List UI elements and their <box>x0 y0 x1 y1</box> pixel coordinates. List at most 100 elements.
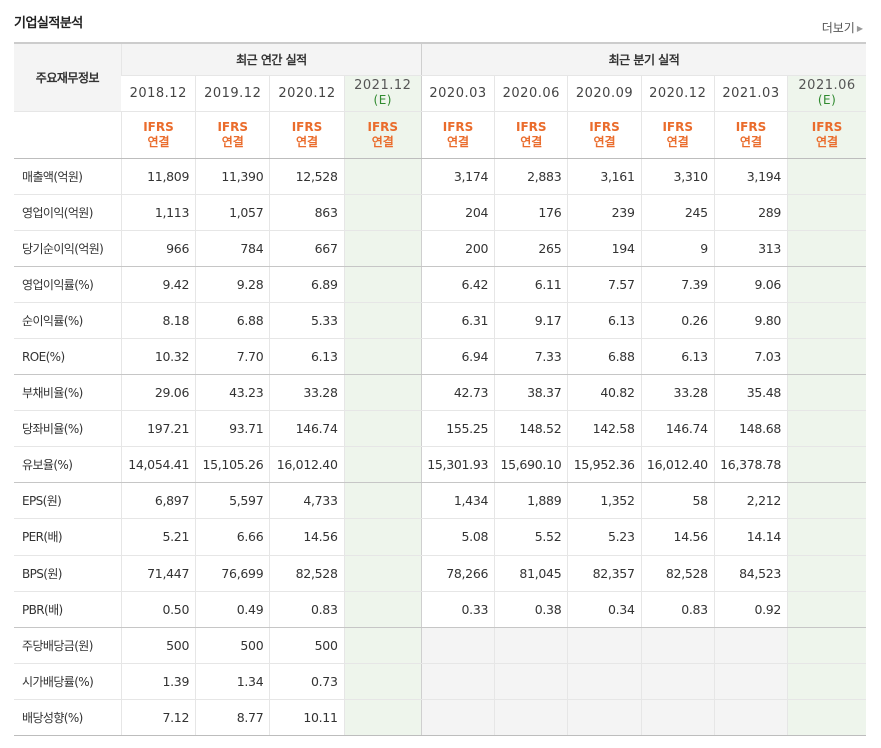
quarter-value-cell: 2,212 <box>713 482 788 520</box>
table-row: 매출액(억원) 11,809 11,390 12,528 3,174 2,883 3,161… <box>14 158 866 195</box>
basis-ifrs: IFRS <box>367 119 399 134</box>
quarter-value-cell <box>640 699 715 737</box>
annual-value-cell: 1.39 <box>120 663 196 700</box>
annual-value-cell <box>343 302 422 339</box>
table-row: PER(배) 5.21 6.66 14.56 5.08 5.52 5.23 14.56 14.1… <box>14 518 866 556</box>
accounting-basis: IFRS 연결 <box>195 111 270 159</box>
quarter-value-cell: 16,012.40 <box>640 446 715 484</box>
table-row: 당기순이익(억원) 966 784 667 200 265 194 9 313 <box>14 230 866 267</box>
annual-value-cell: 11,390 <box>195 158 270 195</box>
quarter-value-cell: 6.94 <box>420 338 495 376</box>
quarter-value-cell: 9 <box>640 230 715 267</box>
annual-value-cell <box>343 591 422 628</box>
period-label: 2020.09 <box>575 85 634 101</box>
quarter-value-cell <box>787 446 866 484</box>
annual-value-cell: 784 <box>195 230 270 267</box>
quarter-value-cell: 7.03 <box>713 338 788 376</box>
annual-value-cell: 7.70 <box>195 338 270 376</box>
accounting-basis: IFRS 연결 <box>343 111 422 159</box>
quarter-value-cell: 176 <box>494 194 568 231</box>
row-label-header: 주요재무정보 <box>14 42 122 112</box>
annual-value-cell <box>343 446 422 484</box>
table-row: EPS(원) 6,897 5,597 4,733 1,434 1,889 1,352 58 2,… <box>14 482 866 520</box>
annual-value-cell: 29.06 <box>120 374 196 412</box>
row-label: ROE(%) <box>14 338 122 376</box>
quarter-value-cell: 0.26 <box>640 302 715 339</box>
annual-value-cell: 4,733 <box>269 482 345 520</box>
quarter-value-cell <box>787 699 866 737</box>
quarter-value-cell: 239 <box>567 194 642 231</box>
period-header: 2020.12 <box>269 75 345 112</box>
annual-value-cell: 14.56 <box>269 518 345 556</box>
annual-value-cell: 14,054.41 <box>120 446 196 484</box>
quarter-value-cell: 14.14 <box>713 518 788 556</box>
row-label: BPS(원) <box>14 555 122 592</box>
quarter-value-cell <box>787 194 866 231</box>
quarter-value-cell: 7.57 <box>567 266 642 303</box>
row-label: 시가배당률(%) <box>14 663 122 700</box>
quarter-value-cell: 0.83 <box>640 591 715 628</box>
row-label-header-spacer <box>14 111 122 159</box>
quarter-value-cell: 14.56 <box>640 518 715 556</box>
quarter-value-cell: 313 <box>713 230 788 267</box>
annual-value-cell <box>343 699 422 737</box>
quarter-value-cell: 9.17 <box>494 302 568 339</box>
basis-consolidated: 연결 <box>221 134 244 149</box>
quarter-value-cell: 1,434 <box>420 482 495 520</box>
annual-value-cell: 6.66 <box>195 518 270 556</box>
quarter-value-cell <box>787 518 866 556</box>
quarter-value-cell <box>787 410 866 448</box>
quarter-value-cell: 6.13 <box>640 338 715 376</box>
basis-consolidated: 연결 <box>739 134 762 149</box>
period-label: 2021.06 <box>798 78 856 93</box>
basis-ifrs: IFRS <box>217 119 248 134</box>
annual-value-cell: 500 <box>120 627 196 664</box>
annual-group-header: 최근 연간 실적 <box>120 42 422 76</box>
quarter-value-cell <box>420 663 495 700</box>
quarter-value-cell: 5.08 <box>420 518 495 556</box>
quarter-value-cell: 35.48 <box>713 374 788 412</box>
quarter-value-cell: 6.31 <box>420 302 495 339</box>
quarter-value-cell: 42.73 <box>420 374 495 412</box>
annual-value-cell: 6,897 <box>120 482 196 520</box>
more-link[interactable]: 더보기 ▶ <box>822 19 863 36</box>
quarter-value-cell: 6.11 <box>494 266 568 303</box>
annual-value-cell: 0.83 <box>269 591 345 628</box>
quarter-value-cell <box>787 338 866 376</box>
annual-value-cell: 5,597 <box>195 482 270 520</box>
quarter-value-cell: 15,690.10 <box>494 446 568 484</box>
quarter-value-cell: 7.33 <box>494 338 568 376</box>
quarter-value-cell: 0.92 <box>713 591 788 628</box>
quarter-value-cell: 0.33 <box>420 591 495 628</box>
basis-consolidated: 연결 <box>520 134 543 149</box>
annual-value-cell <box>343 555 422 592</box>
basis-consolidated: 연결 <box>666 134 689 149</box>
row-label: 매출액(억원) <box>14 158 122 195</box>
quarter-value-cell <box>787 266 866 303</box>
annual-value-cell: 15,105.26 <box>195 446 270 484</box>
basis-ifrs: IFRS <box>589 119 620 134</box>
annual-value-cell: 12,528 <box>269 158 345 195</box>
table-row: 영업이익률(%) 9.42 9.28 6.89 6.42 6.11 7.57 7.39 9.06 <box>14 266 866 303</box>
row-label: 배당성향(%) <box>14 699 122 737</box>
period-header: 2020.03 <box>420 75 495 112</box>
period-label: 2018.12 <box>129 85 187 101</box>
period-header: 2020.06 <box>494 75 568 112</box>
table-row: 시가배당률(%) 1.39 1.34 0.73 <box>14 663 866 700</box>
accounting-basis: IFRS 연결 <box>120 111 196 159</box>
annual-value-cell: 6.88 <box>195 302 270 339</box>
quarter-value-cell: 148.52 <box>494 410 568 448</box>
quarter-value-cell: 3,310 <box>640 158 715 195</box>
period-header: 2020.12 <box>640 75 715 112</box>
annual-value-cell <box>343 663 422 700</box>
more-label[interactable]: 더보기 <box>821 21 855 35</box>
accounting-basis: IFRS 연결 <box>269 111 345 159</box>
quarter-value-cell: 16,378.78 <box>713 446 788 484</box>
quarter-value-cell <box>420 627 495 664</box>
period-header: 2021.03 <box>713 75 788 112</box>
quarter-value-cell: 81,045 <box>494 555 568 592</box>
quarter-value-cell <box>567 663 642 700</box>
quarter-value-cell: 40.82 <box>567 374 642 412</box>
period-label: 2020.03 <box>429 85 487 101</box>
annual-value-cell: 8.77 <box>195 699 270 737</box>
